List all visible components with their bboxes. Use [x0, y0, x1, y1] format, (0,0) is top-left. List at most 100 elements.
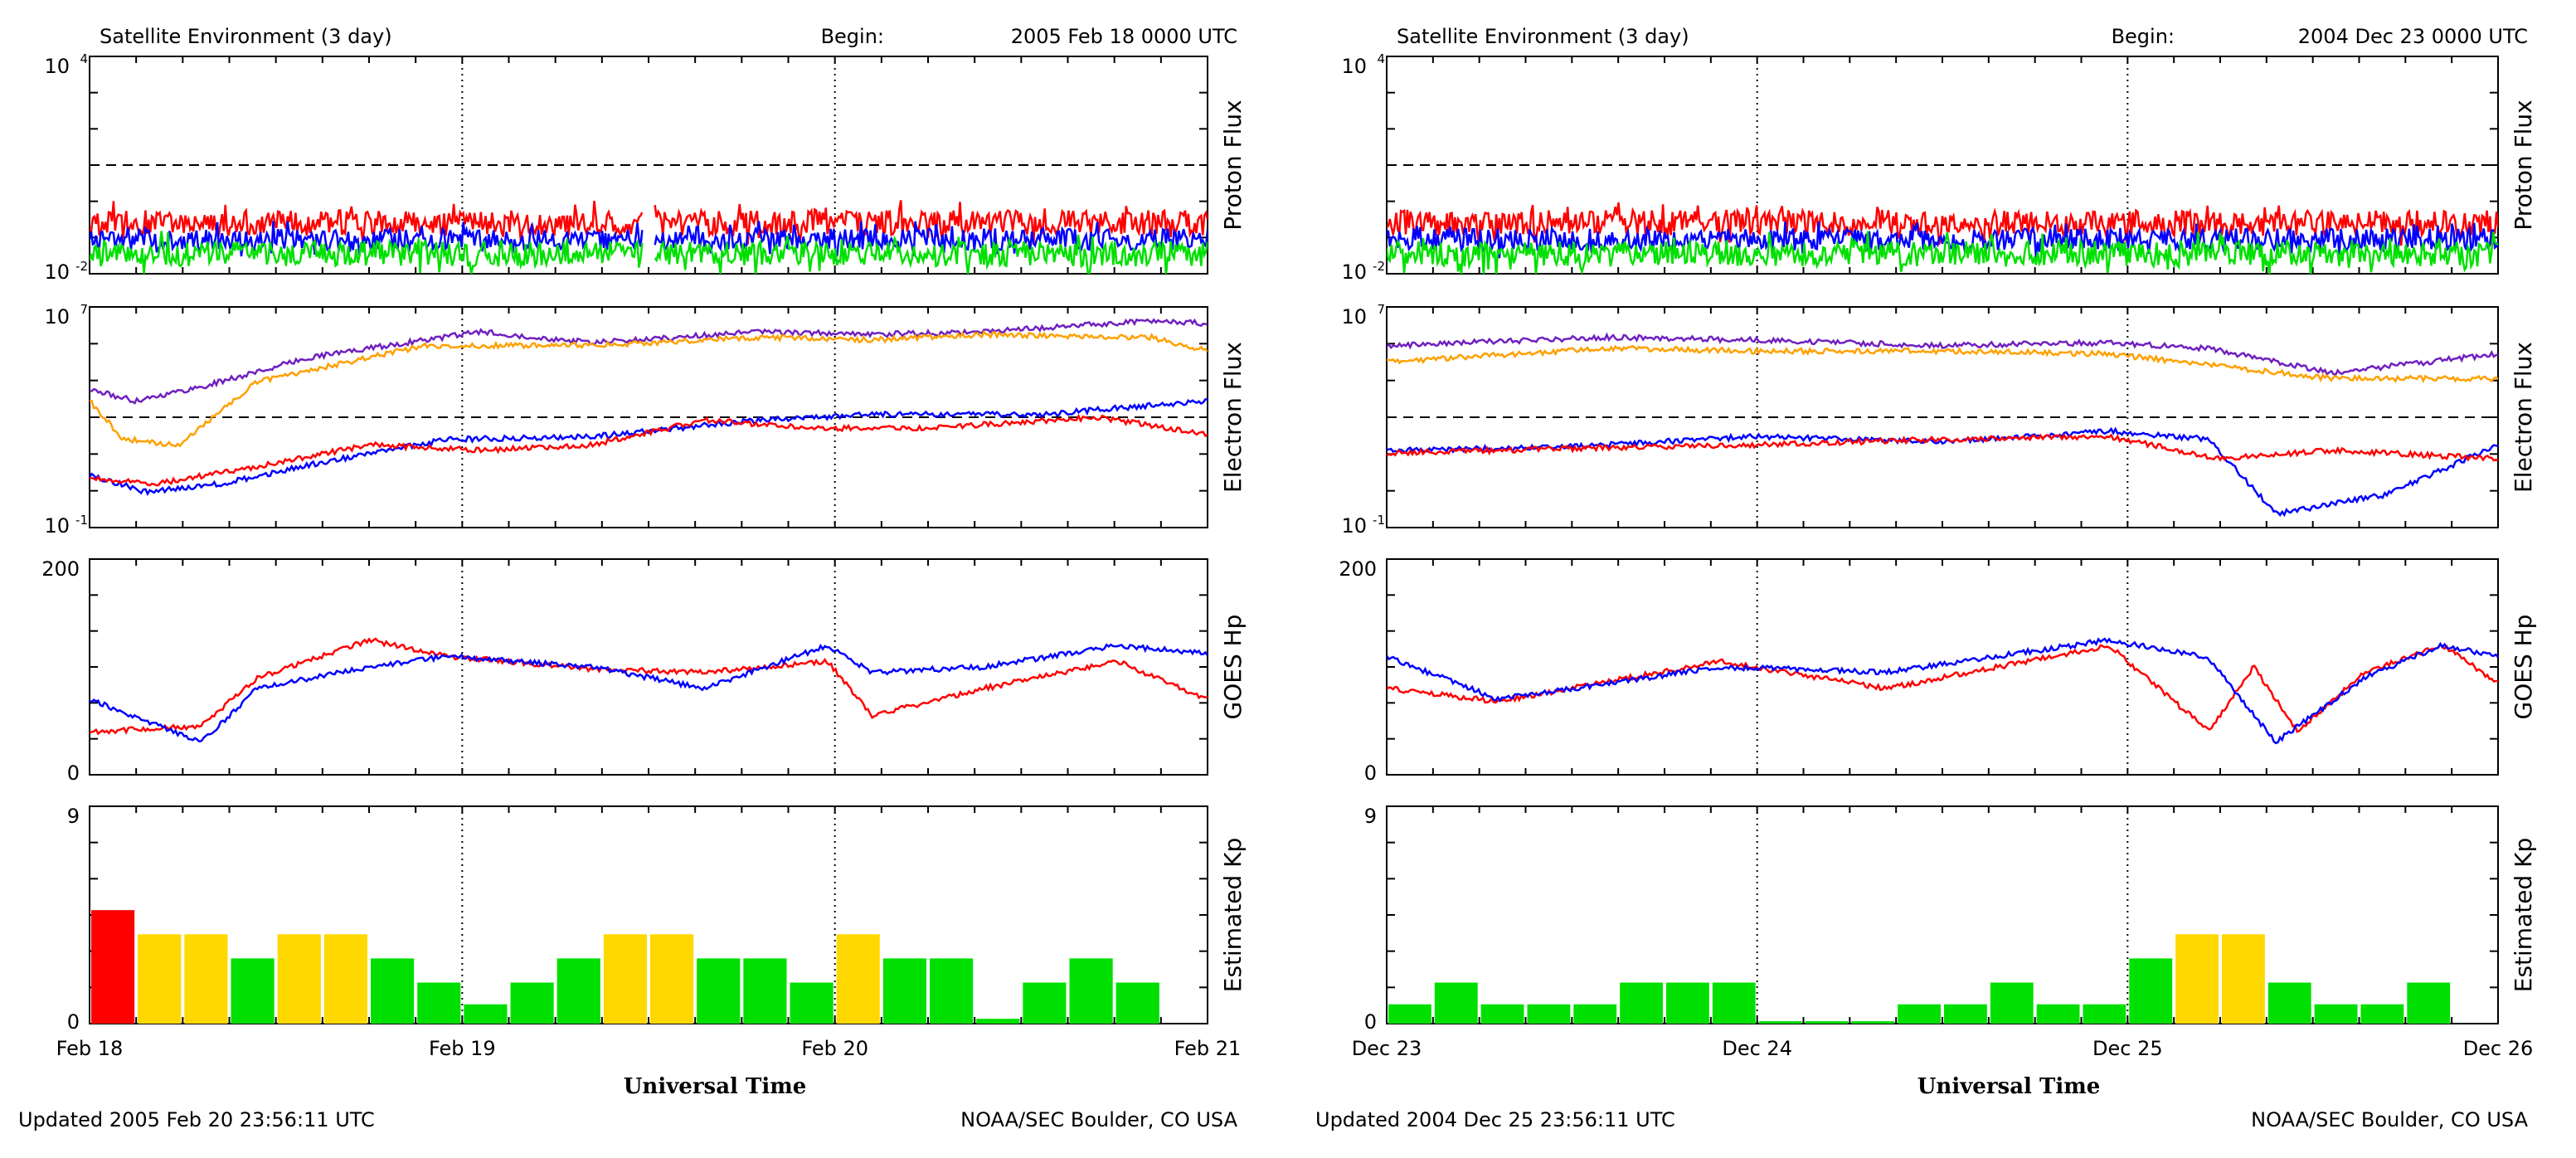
kp-bar [371, 958, 415, 1024]
panel-2: Satellite Environment (3 day) Begin: 2004 … [1315, 25, 2537, 1131]
y-axis-label: Proton Flux [2510, 100, 2537, 230]
y-tick-label-top: 200 [1339, 557, 1377, 581]
y-tick-exponent-bottom: -2 [75, 259, 88, 274]
begin-value: 2005 Feb 18 0000 UTC [1011, 25, 1237, 48]
panel-title: Satellite Environment (3 day) [1397, 25, 1689, 48]
y-axis-label: Proton Flux [1219, 100, 1247, 230]
panel-title: Satellite Environment (3 day) [100, 25, 392, 48]
begin-label: Begin: [821, 25, 884, 48]
y-tick-label-bottom: 10 [44, 514, 70, 538]
plot-data [1387, 637, 2498, 745]
y-tick-label-bottom: 0 [1364, 761, 1377, 785]
kp-bar [1758, 1021, 1802, 1024]
series-e-red [1387, 432, 2498, 462]
y-tick-label-bottom: 0 [67, 1010, 80, 1034]
y-tick-label-bottom: 10 [44, 260, 70, 284]
plot-frame [89, 558, 1208, 776]
x-tick-label: Dec 23 [1352, 1037, 1422, 1060]
updated-timestamp: Updated 2005 Feb 20 23:56:11 UTC [18, 1108, 375, 1131]
y-tick-label-top: 9 [67, 805, 80, 828]
kp-bar [2314, 1004, 2358, 1024]
kp-bar [1527, 1004, 1571, 1024]
kp-bar [2083, 1004, 2126, 1024]
x-tick-label: Dec 24 [1722, 1037, 1792, 1060]
chart-goes-hp: 200 0 GOES Hp [1339, 557, 2537, 785]
kp-bar [2360, 1004, 2404, 1024]
y-tick-exponent-bottom: -1 [75, 513, 88, 528]
panel-1: Satellite Environment (3 day) Begin: 2005 … [18, 25, 1247, 1131]
plot-data [90, 164, 1208, 274]
kp-bar [1944, 1004, 1987, 1024]
kp-bar [1388, 1004, 1431, 1024]
series-e-blue [1387, 426, 2498, 518]
kp-bar [1480, 1004, 1524, 1024]
plot-data [1388, 934, 2451, 1024]
credit-text: NOAA/SEC Boulder, CO USA [2251, 1108, 2528, 1131]
y-tick-exponent-top: 4 [1377, 51, 1385, 66]
kp-bar [277, 934, 321, 1024]
kp-bar [1851, 1021, 1895, 1024]
x-tick-label: Feb 19 [429, 1037, 496, 1060]
kp-bar [2222, 934, 2265, 1024]
kp-bar [1666, 982, 1709, 1024]
begin-value: 2004 Dec 23 0000 UTC [2298, 25, 2528, 48]
kp-bar [2129, 958, 2173, 1024]
series-e-orange [1387, 344, 2498, 384]
updated-timestamp: Updated 2004 Dec 25 23:56:11 UTC [1315, 1108, 1675, 1131]
x-tick-label: Feb 21 [1174, 1037, 1242, 1060]
y-axis-label: Estimated Kp [1219, 838, 1247, 992]
kp-bar [882, 958, 926, 1024]
series-hp-blue [1387, 637, 2498, 745]
chart-proton-flux: 10 10 4 -2 Proton Flux [44, 51, 1247, 284]
y-tick-label-top: 10 [44, 305, 70, 328]
plot-data [1387, 332, 2498, 518]
kp-bar [1115, 982, 1159, 1024]
y-tick-label-top: 9 [1364, 805, 1377, 828]
chart-estimated-kp: 9 0 Estimated Kp [1364, 805, 2537, 1034]
y-tick-label-top: 10 [44, 55, 70, 78]
kp-bar [697, 958, 741, 1024]
x-axis-label: Universal Time [1917, 1074, 2101, 1099]
y-tick-label-bottom: 0 [67, 761, 80, 785]
series-p1 [1387, 202, 2498, 246]
y-tick-label-bottom: 10 [1341, 260, 1367, 284]
chart-electron-flux: 10 10 7 -1 Electron Flux [1341, 302, 2537, 538]
kp-bar [976, 1019, 1020, 1024]
kp-bar [1805, 1021, 1849, 1024]
series-e-blue [90, 398, 1208, 496]
kp-bar [1898, 1004, 1941, 1024]
series-e-orange [90, 329, 1208, 448]
y-tick-label-top: 10 [1341, 305, 1367, 328]
kp-bar [1990, 982, 2034, 1024]
kp-bar [138, 934, 182, 1024]
series-hp-red [90, 637, 1208, 736]
chart-estimated-kp: 9 0 Estimated Kp [67, 805, 1247, 1034]
series-p2 [90, 221, 1208, 257]
y-axis-label: GOES Hp [2510, 615, 2537, 720]
kp-bar [231, 958, 275, 1024]
kp-bar [1712, 982, 1756, 1024]
y-tick-exponent-bottom: -1 [1373, 513, 1385, 528]
plot-data [91, 910, 1159, 1024]
kp-bar [184, 934, 228, 1024]
kp-bar [1620, 982, 1663, 1024]
kp-bar [323, 934, 367, 1024]
y-tick-label-top: 10 [1341, 55, 1367, 78]
x-tick-label: Dec 26 [2463, 1037, 2534, 1060]
kp-bar [743, 958, 787, 1024]
kp-bar [2175, 934, 2219, 1024]
chart-proton-flux: 10 10 4 -2 Proton Flux [1341, 51, 2537, 284]
plot-frame [1386, 805, 2499, 1024]
kp-bar [836, 934, 880, 1024]
series-e-red [90, 413, 1208, 487]
kp-bar [91, 910, 135, 1024]
kp-bar [790, 982, 834, 1024]
plot-data [1387, 164, 2498, 274]
kp-bar [417, 982, 461, 1024]
chart-electron-flux: 10 10 7 -1 Electron Flux [44, 302, 1247, 538]
series-p2 [1387, 221, 2498, 259]
x-axis-label: Universal Time [624, 1074, 807, 1099]
credit-text: NOAA/SEC Boulder, CO USA [960, 1108, 1237, 1131]
y-tick-exponent-top: 7 [1377, 302, 1385, 317]
